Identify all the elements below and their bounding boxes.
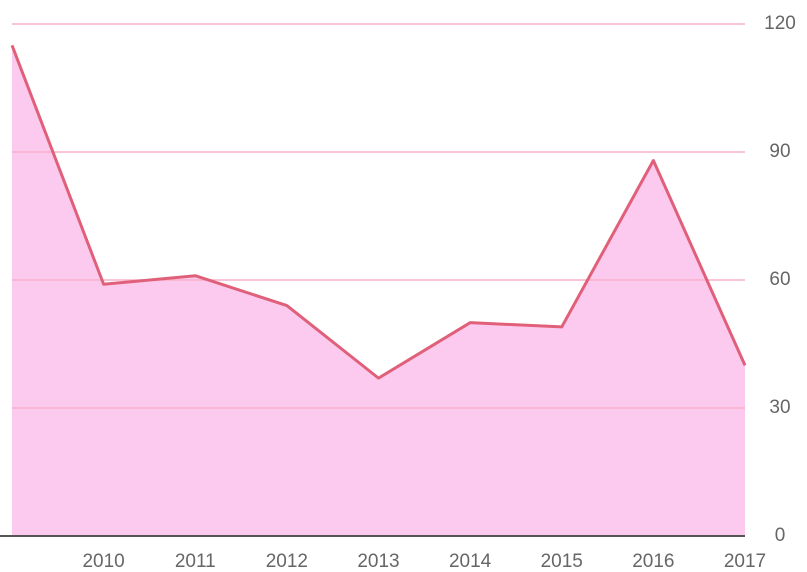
area-fill [12, 45, 745, 536]
x-tick-label: 2012 [266, 551, 308, 572]
x-tick-label: 2011 [175, 551, 216, 572]
x-tick-label: 2015 [541, 551, 583, 572]
x-tick-label: 2014 [449, 551, 492, 572]
y-tick-label: 90 [769, 141, 790, 162]
y-tick-label: 60 [769, 269, 790, 290]
x-tick-label: 2010 [82, 551, 124, 572]
y-tick-label: 120 [764, 13, 796, 34]
y-tick-label: 30 [769, 397, 790, 418]
x-tick-label: 2016 [632, 551, 674, 572]
y-tick-label: 0 [775, 525, 786, 546]
x-tick-label: 2017 [724, 551, 766, 572]
x-tick-label: 2013 [357, 551, 399, 572]
line [10, 44, 747, 380]
